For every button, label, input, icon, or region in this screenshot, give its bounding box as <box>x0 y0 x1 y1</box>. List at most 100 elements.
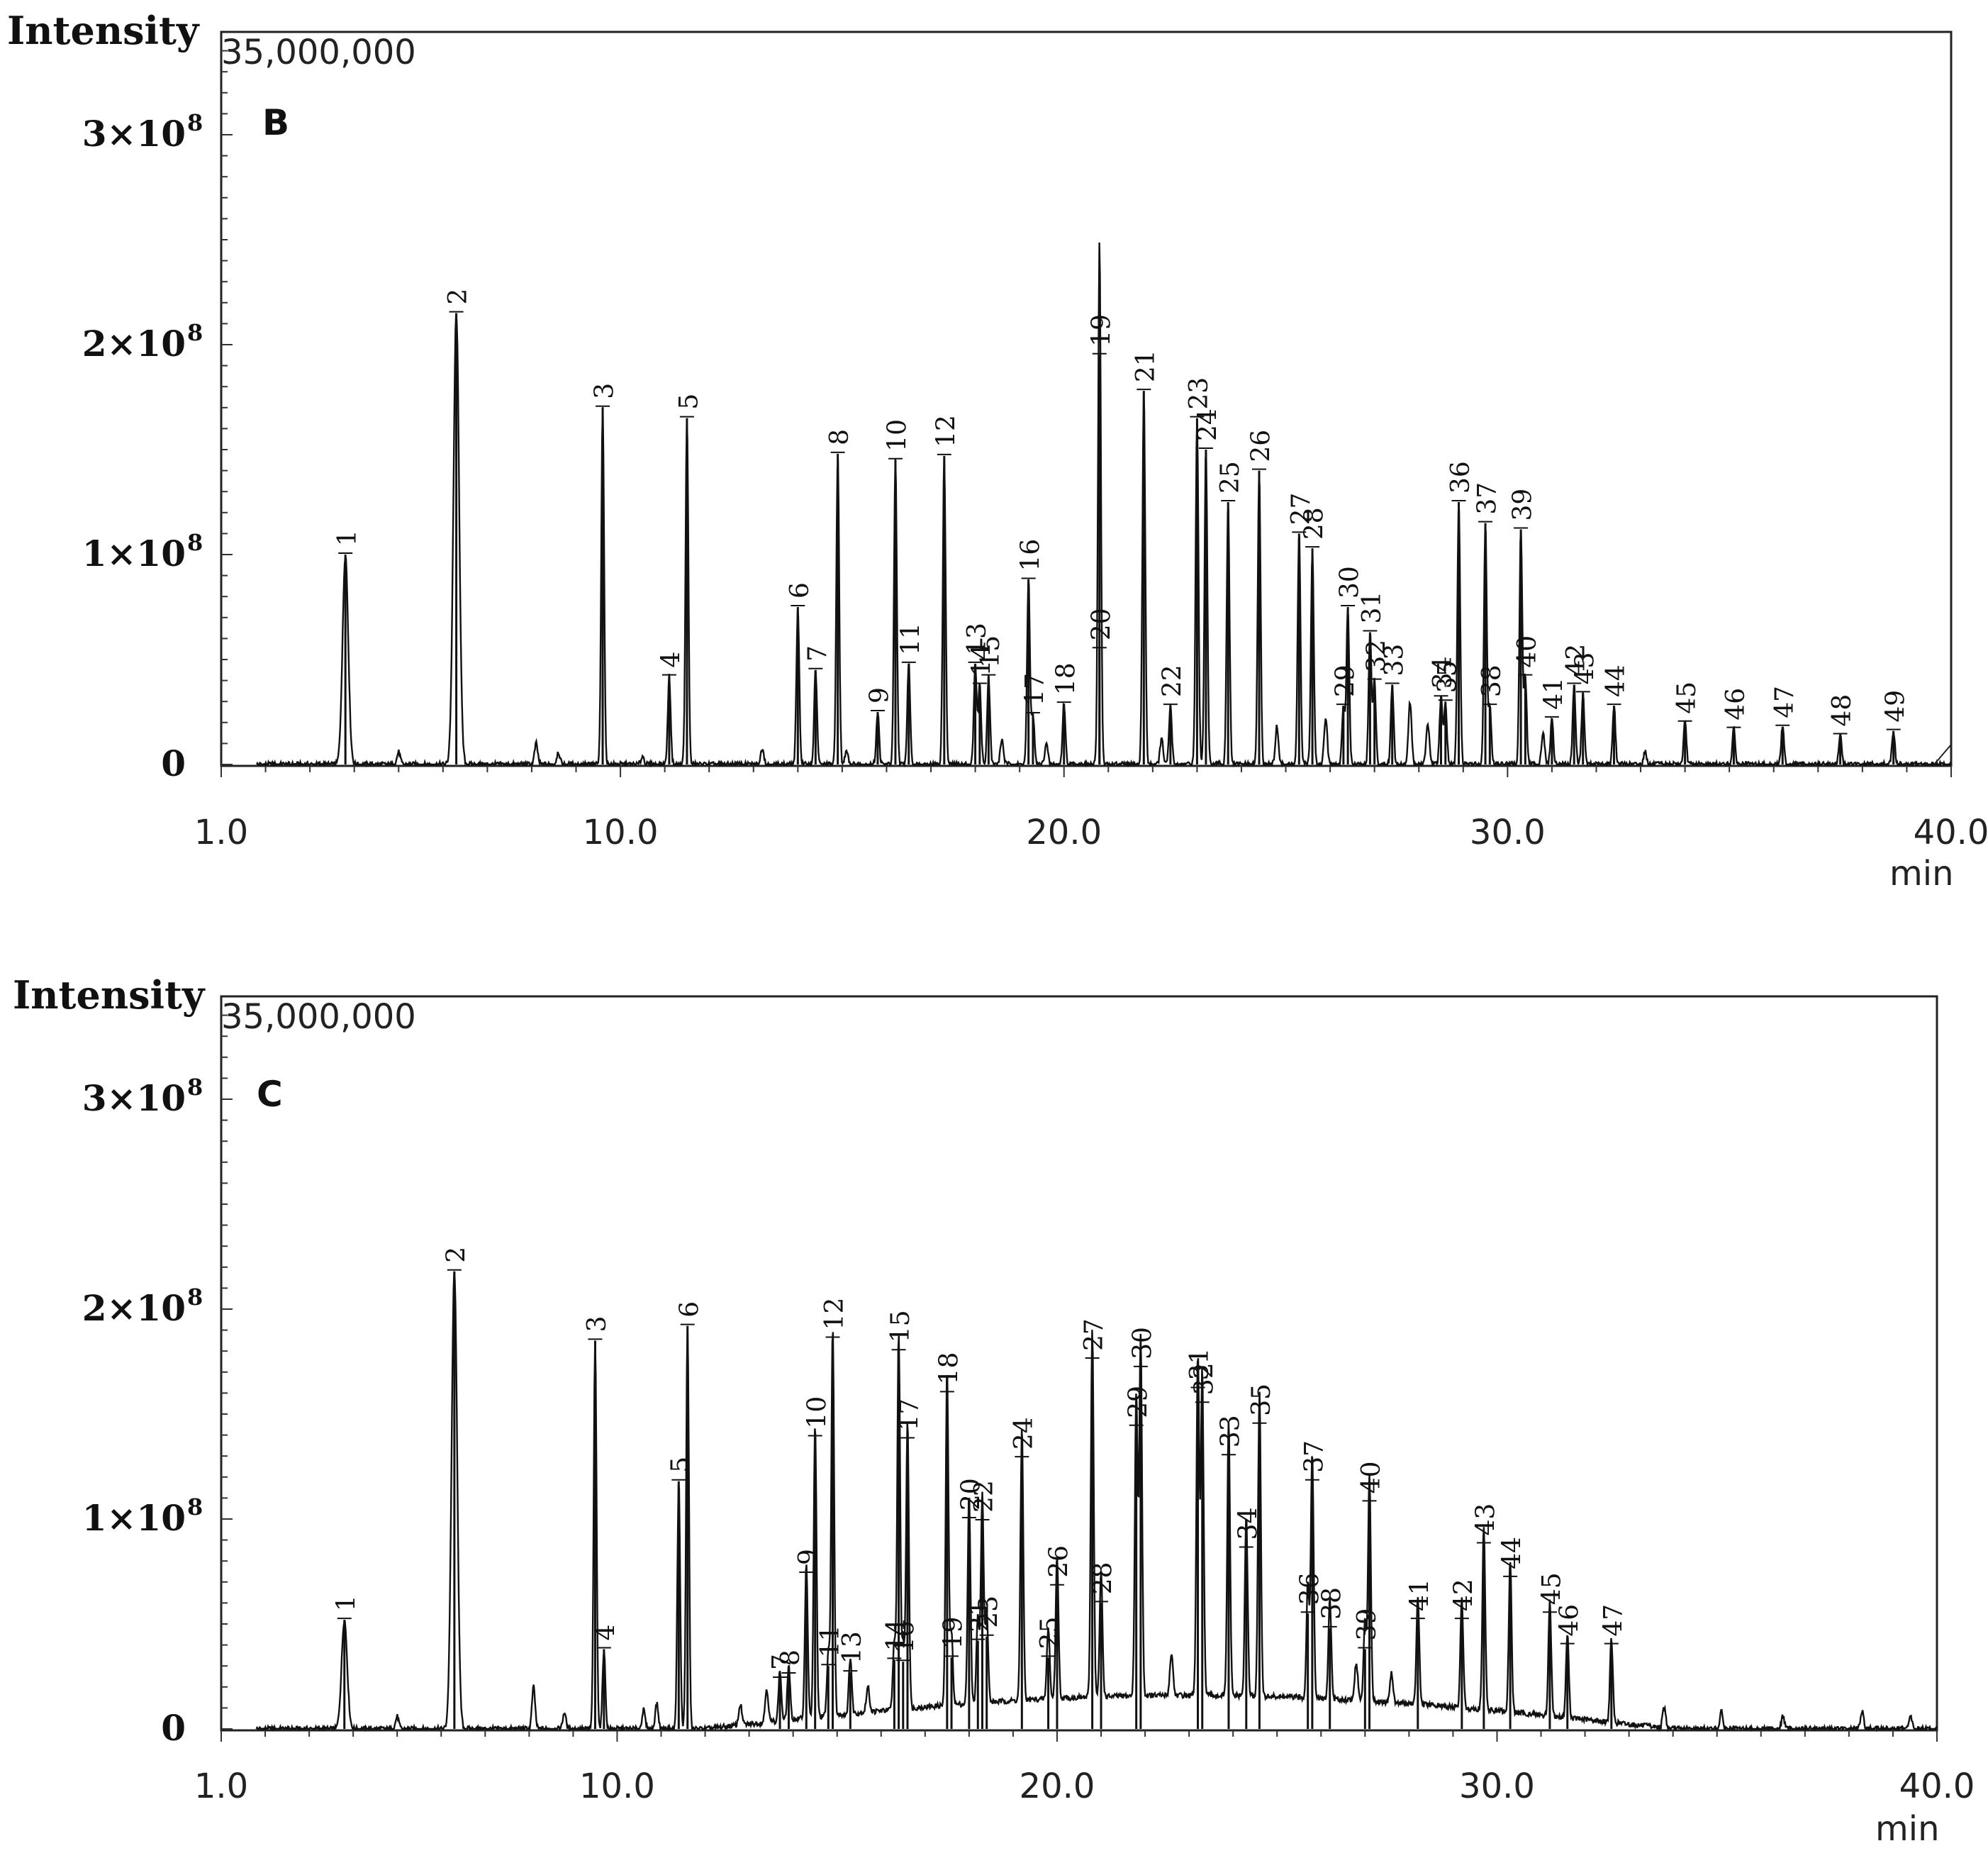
peak-label: 37 <box>1473 482 1502 515</box>
peak-label: 48 <box>1828 694 1857 727</box>
peak-label: 28 <box>1300 507 1329 540</box>
intensity-scale-text: 35,000,000 <box>221 997 416 1037</box>
peak-label: 43 <box>1570 652 1599 685</box>
peak-label: 21 <box>966 1600 995 1632</box>
peak-label: 7 <box>803 645 832 662</box>
peak-label: 38 <box>1478 664 1507 697</box>
peak-label: 28 <box>1089 1562 1118 1595</box>
peak-label: 7 <box>768 1654 797 1670</box>
y-tick-exponent: 8 <box>187 319 203 346</box>
peak-label: 12 <box>820 1298 849 1330</box>
peak-label: 31 <box>1358 591 1387 624</box>
x-tick-label: 1.0 <box>194 1767 248 1806</box>
y-axis-label: Intensity <box>13 972 206 1018</box>
chromatogram-trace <box>255 1271 1938 1732</box>
peak-label: 9 <box>794 1549 823 1565</box>
peak-label: 29 <box>1124 1386 1153 1418</box>
peak-label: 19 <box>1087 314 1116 347</box>
peak-label: 14 <box>882 1619 911 1652</box>
peak-label: 44 <box>1602 664 1631 697</box>
peak-label: 32 <box>1362 640 1391 672</box>
x-tick-label: 20.0 <box>1020 1767 1095 1806</box>
peak-label: 24 <box>1010 1417 1039 1450</box>
peak-label: 49 <box>1881 690 1910 723</box>
peak-label: 43 <box>1471 1503 1500 1536</box>
peak-label: 47 <box>1770 686 1799 718</box>
peak-label: 22 <box>1158 664 1187 697</box>
peak-label: 41 <box>1540 677 1569 710</box>
peak-label: 44 <box>1498 1537 1527 1569</box>
panel-letter: C <box>257 1074 283 1115</box>
peak-label: 46 <box>1721 688 1750 721</box>
peak-label: 17 <box>1021 673 1050 706</box>
peak-label: 5 <box>675 394 704 410</box>
peak-label: 6 <box>786 582 815 599</box>
peak-label: 17 <box>895 1398 925 1431</box>
peak-label: 4 <box>657 652 686 668</box>
peak-label: 30 <box>1128 1327 1157 1359</box>
chromatogram-trace <box>256 242 1952 768</box>
y-tick-exponent: 8 <box>187 1493 203 1520</box>
chromatogram-panel-c: Intensity 35,000,000 C min 3×10 82×10 81×1… <box>13 972 1975 1849</box>
peak-label: 16 <box>890 1620 920 1653</box>
peak-label: 39 <box>1353 1608 1382 1641</box>
peak-label: 2 <box>442 1247 471 1263</box>
x-tick-label: 1.0 <box>194 813 248 852</box>
peak-label: 29 <box>1331 664 1360 697</box>
peak-label: 42 <box>1449 1579 1478 1611</box>
x-axis-unit: min <box>1889 854 1954 894</box>
peak-label: 25 <box>1036 1617 1065 1650</box>
peak-label: 30 <box>1336 566 1365 599</box>
peak-label: 42 <box>1562 644 1591 677</box>
peak-label: 11 <box>896 623 925 655</box>
peak-label: 1 <box>332 1595 361 1611</box>
peak-label: 11 <box>816 1625 845 1657</box>
peak-label: 3 <box>583 1315 612 1332</box>
y-tick-exponent: 8 <box>187 1284 203 1311</box>
peak-label: 46 <box>1555 1604 1584 1637</box>
plot-frame <box>220 995 1938 1732</box>
peak-label: 18 <box>934 1352 964 1385</box>
x-tick-label: 30.0 <box>1470 813 1546 852</box>
y-tick-label: 1×10 <box>82 1497 186 1539</box>
peak-label: 40 <box>1357 1462 1386 1494</box>
peak-label: 32 <box>1190 1362 1219 1395</box>
peak-label: 36 <box>1446 461 1475 494</box>
peak-label: 13 <box>838 1631 867 1664</box>
peak-label: 18 <box>1051 662 1080 695</box>
peak-label: 14 <box>967 644 996 677</box>
peak-label: 39 <box>1509 489 1538 521</box>
peak-label: 34 <box>1429 656 1458 689</box>
peak-label: 15 <box>976 635 1005 668</box>
peak-label: 35 <box>1433 660 1462 693</box>
peak-label: 3 <box>591 383 620 399</box>
peak-label: 10 <box>883 419 912 452</box>
peak-label: 36 <box>1295 1572 1324 1605</box>
panel-letter: B <box>262 102 289 143</box>
x-tick-label: 30.0 <box>1459 1767 1535 1806</box>
peak-label: 2 <box>444 289 473 305</box>
peak-label: 38 <box>1317 1587 1346 1620</box>
peak-label: 25 <box>1216 461 1245 494</box>
peak-label: 33 <box>1380 644 1409 677</box>
y-tick-exponent: 8 <box>187 529 203 556</box>
peak-label: 27 <box>1080 1318 1109 1351</box>
x-tick-label: 40.0 <box>1899 1767 1975 1806</box>
y-axis-label: Intensity <box>7 8 200 53</box>
peak-label: 23 <box>974 1596 1003 1628</box>
peak-label: 31 <box>1185 1348 1214 1381</box>
y-tick-label: 0 <box>161 1707 186 1749</box>
peak-label: 21 <box>1132 350 1161 382</box>
peak-label: 47 <box>1599 1604 1628 1637</box>
peak-label: 23 <box>1185 377 1214 410</box>
peak-label: 41 <box>1405 1579 1434 1611</box>
peak-label: 15 <box>886 1310 915 1342</box>
y-tick-exponent: 8 <box>187 109 203 136</box>
peak-label: 27 <box>1287 493 1316 525</box>
peak-label: 12 <box>932 415 961 447</box>
x-tick-label: 20.0 <box>1026 813 1102 852</box>
peak-label: 22 <box>970 1480 999 1513</box>
peak-label: 6 <box>675 1301 704 1318</box>
peak-label: 1 <box>333 530 362 546</box>
